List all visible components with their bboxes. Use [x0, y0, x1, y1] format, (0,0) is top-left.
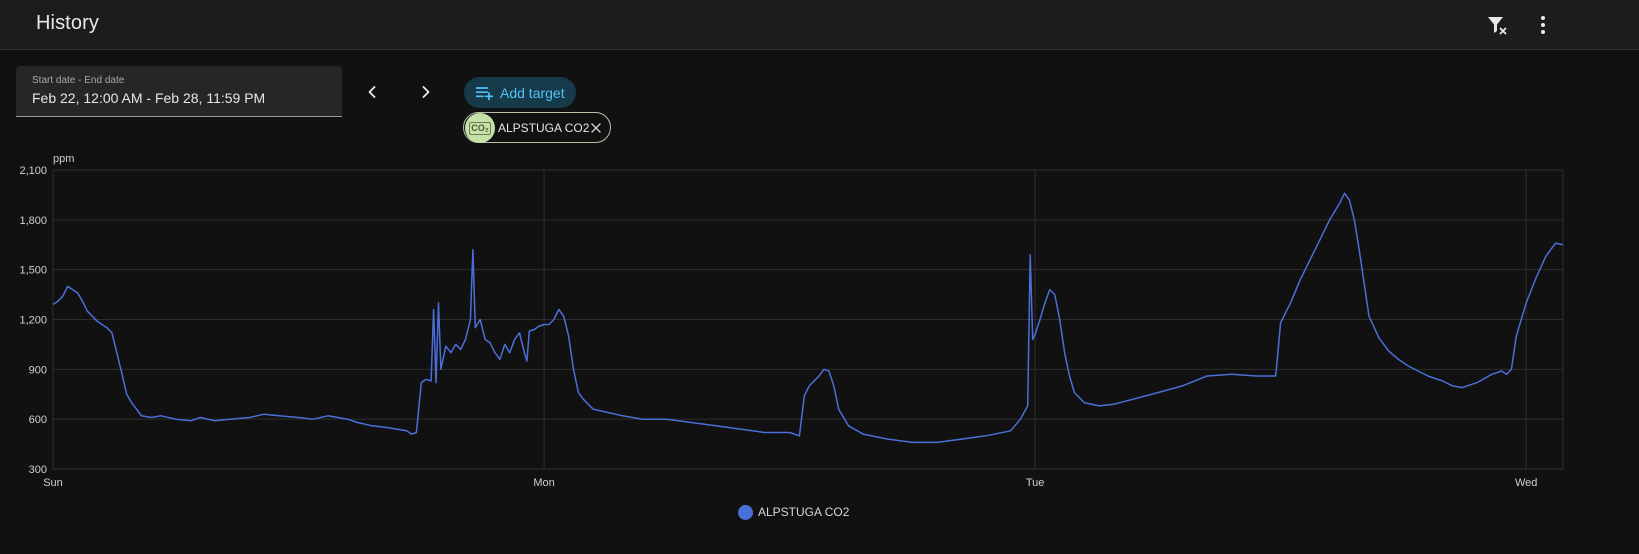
more-options-button[interactable]	[1523, 5, 1563, 45]
molecule-co2-icon: CO₂	[465, 113, 495, 143]
clear-filter-button[interactable]	[1477, 5, 1517, 45]
add-target-button[interactable]: Add target	[464, 77, 576, 108]
x-tick-label: Wed	[1515, 477, 1537, 489]
app-bar: History	[0, 0, 1639, 50]
page-title: History	[36, 12, 99, 34]
playlist-plus-icon	[474, 83, 494, 103]
series-line-alpstuga-co2[interactable]	[52, 192, 1564, 444]
dots-vertical-icon	[1541, 16, 1545, 34]
y-axis-unit: ppm	[53, 153, 74, 165]
y-tick-label: 900	[29, 364, 47, 376]
date-range-picker[interactable]: Start date - End date Feb 22, 12:00 AM -…	[16, 66, 342, 117]
date-range-label: Start date - End date	[32, 75, 125, 86]
x-tick-label: Tue	[1026, 477, 1045, 489]
legend-color-swatch	[738, 504, 753, 520]
previous-period-button[interactable]	[352, 72, 392, 112]
co2-glyph: CO₂	[469, 121, 491, 135]
y-tick-label: 1,500	[19, 265, 47, 277]
entity-chip-label: ALPSTUGA CO2	[498, 121, 590, 135]
y-tick-label: 1,200	[19, 315, 47, 327]
y-tick-label: 2,100	[19, 165, 47, 177]
date-range-value: Feb 22, 12:00 AM - Feb 28, 11:59 PM	[32, 90, 266, 106]
chevron-right-icon	[422, 86, 430, 98]
legend-label: ALPSTUGA CO2	[758, 505, 850, 519]
chevron-left-icon	[368, 86, 376, 98]
filter-remove-icon	[1488, 17, 1507, 35]
remove-target-button[interactable]	[588, 120, 604, 136]
y-tick-label: 600	[29, 414, 47, 426]
y-tick-label: 1,800	[19, 215, 47, 227]
x-tick-label: Sun	[43, 477, 63, 489]
x-tick-label: Mon	[533, 477, 554, 489]
next-period-button[interactable]	[406, 72, 446, 112]
add-target-label: Add target	[500, 84, 565, 101]
close-icon	[591, 123, 601, 133]
entity-chip[interactable]: CO₂ ALPSTUGA CO2	[463, 112, 611, 143]
chart-legend-item[interactable]: ALPSTUGA CO2	[738, 503, 849, 521]
y-tick-label: 300	[29, 464, 47, 476]
